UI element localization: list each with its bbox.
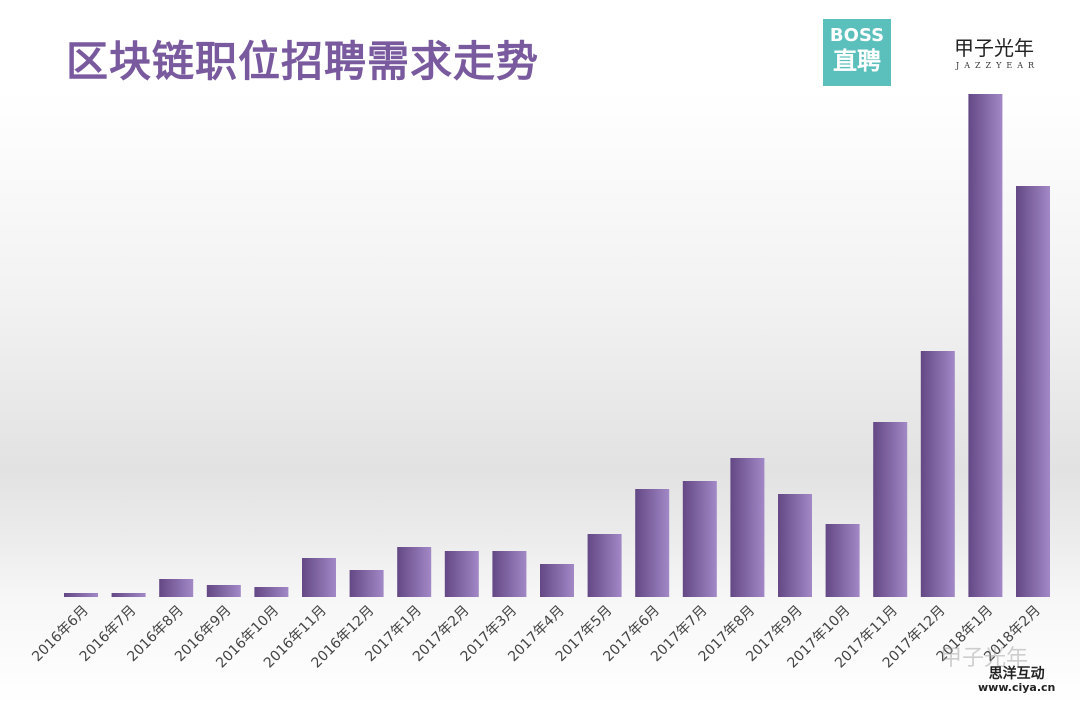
bar-2017年10月 [825,524,860,597]
bar-2016年12月 [349,570,384,597]
bar-2017年4月 [540,564,574,597]
bar-2017年9月 [778,494,812,597]
bar-2018年1月 [968,94,1003,597]
site-watermark: 思洋互动 www.ciya.cn [978,666,1056,695]
bar-2017年8月 [730,458,765,597]
bar-2017年12月 [920,351,955,597]
bar-2016年6月 [64,593,98,597]
site-name: 思洋互动 [988,666,1045,682]
boss-logo-line1: BOSS [829,25,885,46]
bar-2017年5月 [587,534,622,597]
jazzyear-subtitle: JAZZYEAR [956,61,1040,70]
bar-2017年6月 [635,489,670,597]
boss-zhipin-logo: BOSS 直聘 [823,19,891,86]
bar-2017年2月 [444,551,479,597]
bar-2018年2月 [1016,186,1050,597]
bar-2017年7月 [682,481,717,597]
wechat-watermark: 甲子光年 [940,646,1029,671]
bar-2016年11月 [302,558,336,597]
jazzyear-name: 甲子光年 [954,36,1034,60]
bar-2017年11月 [873,422,908,597]
boss-logo-line2: 直聘 [833,47,881,75]
bar-2017年1月 [397,547,432,597]
bar-2016年7月 [111,593,146,597]
bar-2016年8月 [159,579,194,597]
site-url: www.ciya.cn [978,681,1056,695]
bar-2017年3月 [492,551,527,597]
bar-2016年10月 [254,587,289,597]
bar-2016年9月 [206,585,241,597]
jazzyear-logo-icon [905,28,935,84]
page-title: 区块链职位招聘需求走势 [66,37,540,86]
